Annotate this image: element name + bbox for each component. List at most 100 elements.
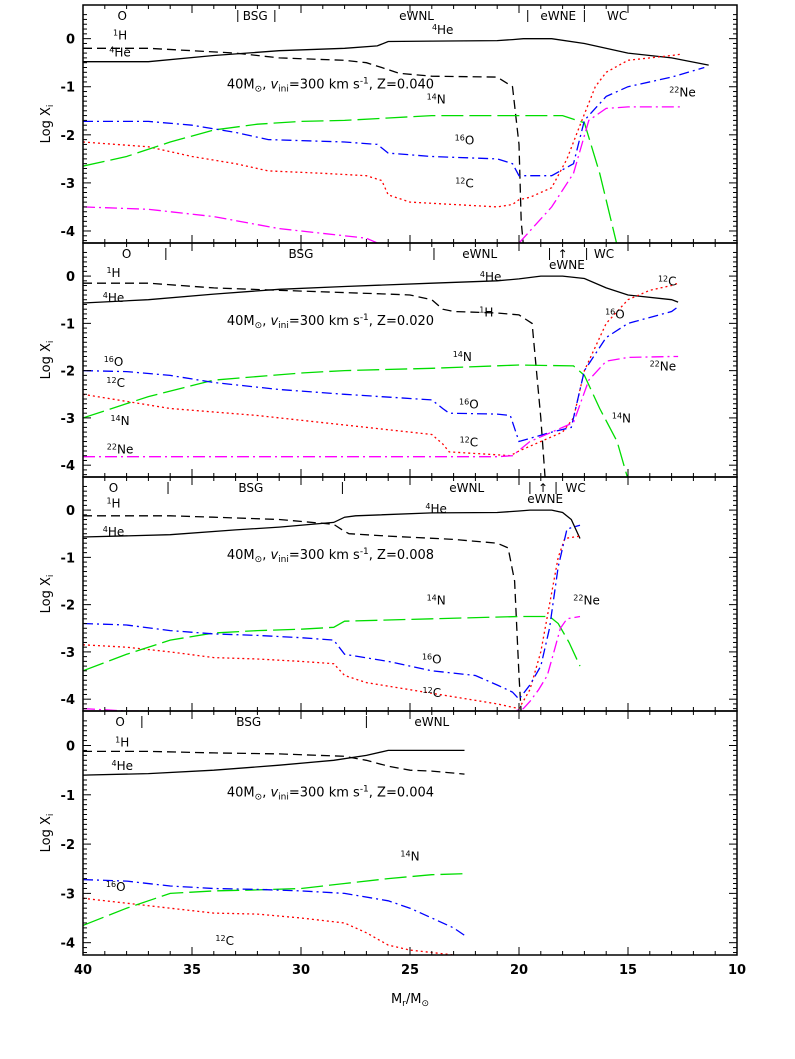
isotope-label-ne22: 22Ne [650,360,677,374]
y-tick-label: -2 [61,129,75,144]
series-line-ne22 [83,355,679,458]
y-tick-label: -3 [61,646,75,661]
y-tick-label: -4 [61,225,75,240]
isotope-label-n14: 14N [453,350,472,364]
phase-label: BSG [289,247,314,261]
y-tick-label: -4 [61,937,75,952]
x-axis-label: Mr/M⊙ [391,992,429,1009]
phase-label: WC [566,481,586,495]
series-line-ne22 [83,615,581,711]
plot-frame [82,710,738,956]
phase-label: eWNL [462,247,497,261]
y-axis-label: Log Xi [39,814,56,853]
y-axis-label: Log Xi [39,105,56,144]
series-line-o16 [83,524,581,701]
isotope-label-ne22: 22Ne [669,85,696,99]
isotope-label-he4: 4He [480,270,502,284]
isotope-label-o16: 16O [422,653,442,667]
isotope-label-c12: 12C [658,275,677,289]
phase-label: O [109,481,118,495]
panel-z1: 0 -1 -2 -3 -4 Log Xi O BSG eWNL ↑eWNE WC 40M⊙, vini… [39,242,738,478]
plot-frame [82,476,738,712]
isotope-label-h1: 1H [106,497,120,511]
series-line-n14 [83,364,628,477]
panel-note: 40M⊙, vini=300 km s-1, Z=0.040 [227,76,434,94]
isotope-label-n14: 14N [400,849,419,863]
y-tick-label: -3 [61,412,75,427]
y-tick-label: -4 [61,459,75,474]
y-tick-label: -1 [61,81,75,96]
phase-label: eWNL [414,715,449,729]
panel-note: 40M⊙, vini=300 km s-1, Z=0.008 [227,547,434,565]
isotope-label-he4: 4He [109,45,131,59]
series-line-he4 [83,749,465,776]
phase-label: eWNE [540,9,576,23]
y-tick-label: -1 [61,789,75,804]
y-tick-label: 0 [66,504,75,519]
series-line-n14 [83,873,465,927]
phase-label: BSG [243,9,268,23]
isotope-label-o16: 16O [605,308,625,322]
isotope-label-c12: 12C [106,376,125,390]
y-tick-label: 0 [66,33,75,48]
isotope-label-o16: 16O [459,397,479,411]
series-line-c12 [83,535,581,710]
isotope-label-he4: 4He [432,23,454,37]
y-axis-label: Log Xi [39,341,56,380]
phase-label: BSG [236,715,261,729]
phase-label: O [122,247,131,261]
series-line-o16 [83,66,705,177]
panel-note: 40M⊙, vini=300 km s-1, Z=0.004 [227,784,434,802]
y-tick-label: -3 [61,177,75,192]
series-line-h1 [83,750,465,775]
isotope-label-he4: 4He [103,525,125,539]
isotope-label-n14: 14N [427,93,446,107]
isotope-label-c12: 12C [215,934,234,948]
isotope-label-o16: 16O [106,880,126,894]
y-tick-label: -3 [61,887,75,902]
isotope-label-h1: 1H [115,735,129,749]
series-line-he4 [83,509,581,539]
x-tick-label: 25 [401,963,419,978]
panel-z3: 0 -1 -2 -3 -4 Log Xi O BSG eWNL 40M⊙, vini=300 km… [39,710,738,956]
y-tick-label: 0 [66,740,75,755]
x-tick-labels: 40 35 30 25 20 15 10 [74,963,746,978]
series-line-n14 [83,615,581,672]
series-line-n14 [83,114,618,243]
y-tick-label: -2 [61,599,75,614]
y-tick-label: -1 [61,551,75,566]
x-tick-label: 30 [292,963,310,978]
series-line-c12 [83,53,683,208]
phase-label: eWNL [449,481,484,495]
series-line-he4 [83,38,709,66]
isotope-label-c12: 12C [455,177,474,191]
x-tick-label: 20 [510,963,528,978]
x-tick-label: 10 [728,963,746,978]
x-tick-label: 35 [183,963,201,978]
series-line-o16 [83,306,679,443]
isotope-label-n14: 14N [612,412,631,426]
series-line-he4 [83,275,679,304]
phase-label: ↑ [558,247,568,261]
phase-label: eWNE [527,492,563,506]
phase-label: BSG [238,481,263,495]
phase-label: ↑ [538,481,548,495]
isotope-label-c12: 12C [423,686,442,700]
y-tick-label: -2 [61,838,75,853]
isotope-label-n14: 14N [110,414,129,428]
isotope-label-he4: 4He [111,759,133,773]
y-tick-label: 0 [66,270,75,285]
y-tick-label: -1 [61,317,75,332]
y-tick-label: -2 [61,365,75,380]
isotope-label-h1: 1H [479,305,493,319]
y-tick-label: -4 [61,693,75,708]
series-line-c12 [83,282,679,457]
phase-label: O [118,9,127,23]
plot-frame [82,242,738,478]
series-line-o16 [83,878,465,936]
isotope-label-ne22: 22Ne [107,442,134,456]
phase-label: O [115,715,124,729]
